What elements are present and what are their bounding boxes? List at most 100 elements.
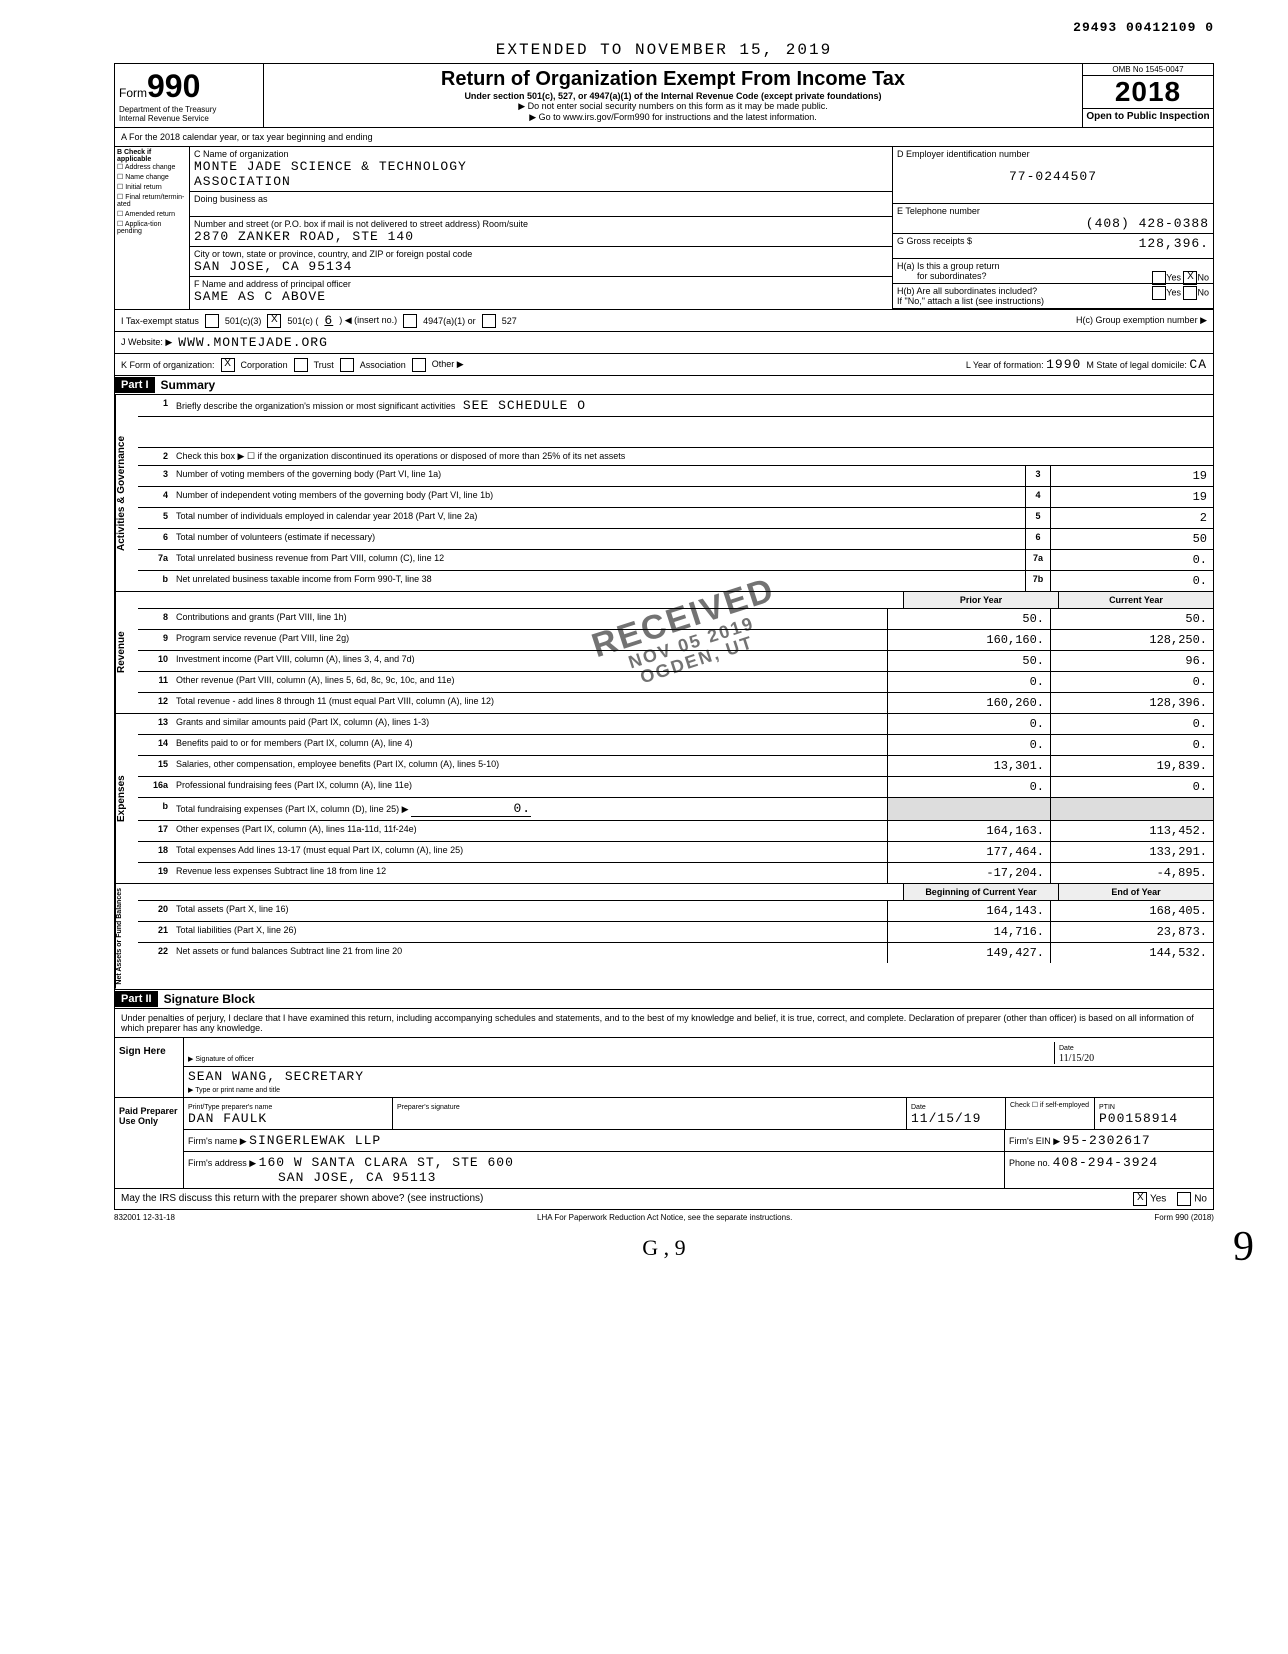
501c3-box[interactable]: [205, 314, 219, 328]
form-header: Form990 Department of the Treasury Inter…: [114, 63, 1214, 128]
hb-no-box[interactable]: [1183, 286, 1197, 300]
current-year-header: Current Year: [1058, 592, 1213, 608]
addr-label: Number and street (or P.O. box if mail i…: [194, 219, 528, 229]
line-8-prior: 50.: [887, 609, 1050, 629]
discuss-no-box[interactable]: [1177, 1192, 1191, 1206]
form-number: 990: [147, 68, 200, 104]
discuss-no-label: No: [1194, 1193, 1207, 1204]
state-domicile: CA: [1189, 357, 1207, 372]
chk-amended[interactable]: Amended return: [125, 211, 175, 218]
line-5-val: 2: [1050, 508, 1213, 528]
ha-sub: for subordinates?: [897, 271, 987, 281]
501c-box[interactable]: X: [267, 314, 281, 328]
discuss-yes-label: Yes: [1150, 1193, 1166, 1204]
other-box[interactable]: [412, 358, 426, 372]
firm-phone: 408-294-3924: [1053, 1155, 1159, 1170]
street-address: 2870 ZANKER ROAD, STE 140: [194, 229, 414, 244]
line-2-num: 2: [138, 448, 172, 465]
trust-box[interactable]: [294, 358, 308, 372]
line-1-value: SEE SCHEDULE O: [463, 398, 586, 413]
ha-no-box[interactable]: X: [1183, 271, 1197, 285]
527-box[interactable]: [482, 314, 496, 328]
hc-label: H(c) Group exemption number ▶: [1076, 315, 1207, 326]
line-9-num: 9: [138, 630, 172, 650]
chk-address[interactable]: Address change: [125, 164, 176, 171]
city-state-zip: SAN JOSE, CA 95134: [194, 259, 352, 274]
line-3-num: 3: [138, 466, 172, 486]
line-22-begin: 149,427.: [887, 943, 1050, 963]
line-22-end: 144,532.: [1050, 943, 1213, 963]
line-20-desc: Total assets (Part X, line 16): [172, 901, 887, 921]
section-b-label: B Check if applicable: [117, 149, 151, 163]
dba-label: Doing business as: [194, 194, 268, 204]
501c3-label: 501(c)(3): [225, 316, 262, 326]
assoc-box[interactable]: [340, 358, 354, 372]
4947-label: 4947(a)(1) or: [423, 316, 476, 326]
other-label: Other ▶: [432, 359, 464, 370]
line-8-desc: Contributions and grants (Part VIII, lin…: [172, 609, 887, 629]
line-7a-desc: Total unrelated business revenue from Pa…: [172, 550, 1025, 570]
line-15-prior: 13,301.: [887, 756, 1050, 776]
status-label: I Tax-exempt status: [121, 316, 199, 326]
line-17-current: 113,452.: [1050, 821, 1213, 841]
ein-label: D Employer identification number: [897, 149, 1030, 159]
trust-label: Trust: [314, 360, 334, 370]
phone-value: (408) 428-0388: [1086, 216, 1209, 231]
line-7b-val: 0.: [1050, 571, 1213, 591]
no-label-2: No: [1197, 287, 1209, 297]
prep-name: DAN FAULK: [188, 1111, 267, 1126]
hb-yes-box[interactable]: [1152, 286, 1166, 300]
org-info-grid: B Check if applicable ☐ Address change ☐…: [114, 147, 1214, 310]
4947-box[interactable]: [403, 314, 417, 328]
line-10-prior: 50.: [887, 651, 1050, 671]
tax-year: 2018: [1083, 76, 1213, 108]
line-11-prior: 0.: [887, 672, 1050, 692]
sig-date-value: 11/15/20: [1059, 1053, 1094, 1064]
corp-box[interactable]: X: [221, 358, 235, 372]
irs-label: Internal Revenue Service: [119, 114, 259, 123]
line-8-num: 8: [138, 609, 172, 629]
firm-addr1: 160 W SANTA CLARA ST, STE 600: [259, 1155, 514, 1170]
line-11-current: 0.: [1050, 672, 1213, 692]
year-formation-label: L Year of formation:: [966, 360, 1044, 370]
line-4-desc: Number of independent voting members of …: [172, 487, 1025, 507]
phone-label: E Telephone number: [897, 206, 980, 216]
line-8-current: 50.: [1050, 609, 1213, 629]
line-20-end: 168,405.: [1050, 901, 1213, 921]
chk-application[interactable]: Applica-tion pending: [117, 221, 161, 235]
line-7a-num: 7a: [138, 550, 172, 570]
line-21-begin: 14,716.: [887, 922, 1050, 942]
line-14-desc: Benefits paid to or for members (Part IX…: [172, 735, 887, 755]
line-3-desc: Number of voting members of the governin…: [172, 466, 1025, 486]
501c-number: 6: [324, 313, 333, 328]
revenue-section: Revenue Prior Year Current Year 8 Contri…: [114, 592, 1214, 714]
expenses-label: Expenses: [115, 714, 138, 883]
firm-addr2: SAN JOSE, CA 95113: [188, 1170, 436, 1185]
website-label: J Website: ▶: [121, 337, 172, 348]
name-label: C Name of organization: [194, 149, 289, 159]
paid-preparer-label: Paid Preparer Use Only: [115, 1098, 184, 1188]
527-label: 527: [502, 316, 517, 326]
form-prefix: Form: [119, 86, 147, 100]
chk-name[interactable]: Name change: [125, 174, 169, 181]
501c-label: 501(c) (: [287, 316, 318, 326]
state-domicile-label: M State of legal domicile:: [1086, 360, 1187, 370]
line-14-num: 14: [138, 735, 172, 755]
line-4-num: 4: [138, 487, 172, 507]
line-3-box: 3: [1025, 466, 1050, 486]
revenue-label: Revenue: [115, 592, 138, 713]
line-17-prior: 164,163.: [887, 821, 1050, 841]
chk-initial[interactable]: Initial return: [125, 184, 162, 191]
ha-yes-box[interactable]: [1152, 271, 1166, 285]
firm-addr-label: Firm's address ▶: [188, 1158, 256, 1168]
part2-header-row: Part II Signature Block: [114, 990, 1214, 1009]
line-14-current: 0.: [1050, 735, 1213, 755]
website-value: WWW.MONTEJADE.ORG: [178, 335, 328, 350]
discuss-yes-box[interactable]: X: [1133, 1192, 1147, 1206]
dept-treasury: Department of the Treasury: [119, 105, 259, 114]
line-9-desc: Program service revenue (Part VIII, line…: [172, 630, 887, 650]
line-13-current: 0.: [1050, 714, 1213, 734]
line-10-desc: Investment income (Part VIII, column (A)…: [172, 651, 887, 671]
chk-final[interactable]: Final return/termin-ated: [117, 194, 184, 208]
line-16a-prior: 0.: [887, 777, 1050, 797]
